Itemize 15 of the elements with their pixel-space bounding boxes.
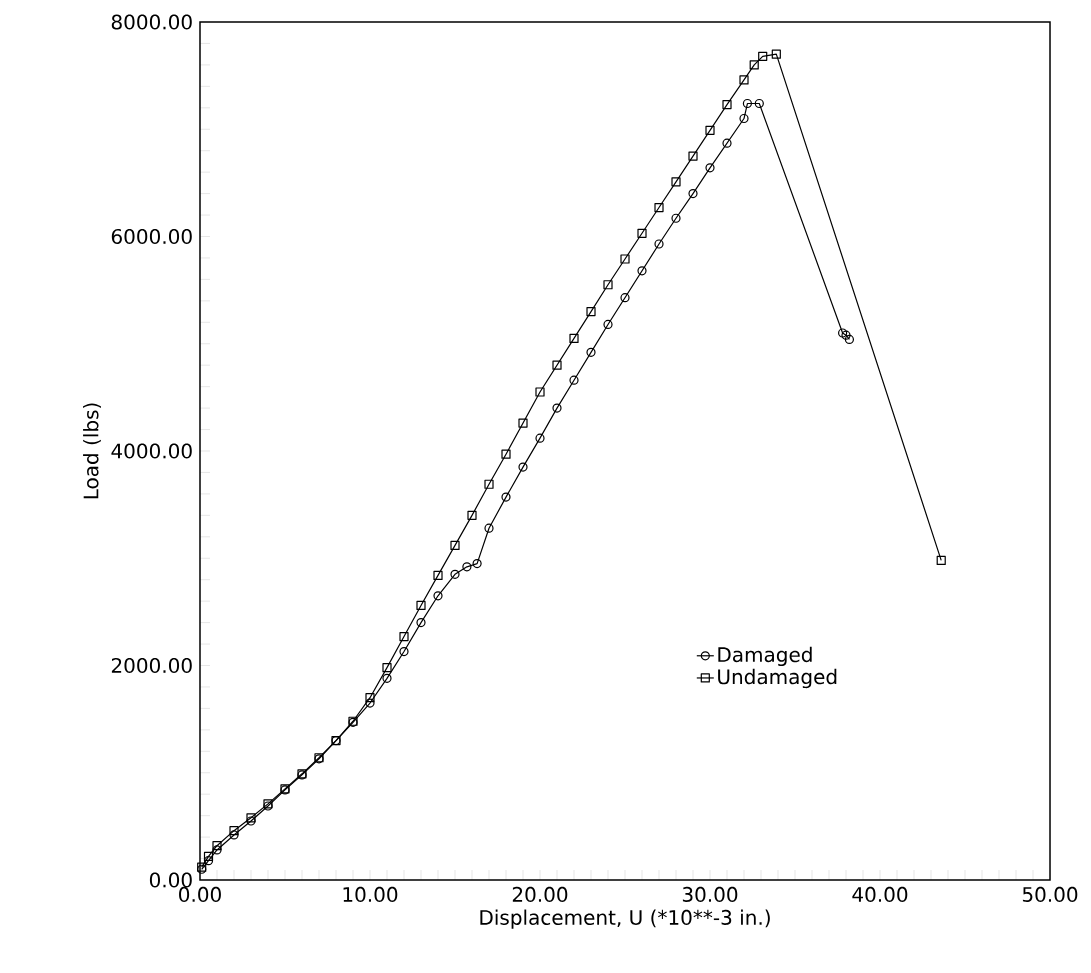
y-tick-label: 0.00 (149, 872, 192, 888)
x-tick-label: 20.00 (512, 886, 568, 902)
y-axis-title: Load (lbs) (83, 403, 101, 499)
x-tick-label: 30.00 (682, 886, 738, 902)
x-tick-label: 0.00 (179, 886, 221, 902)
y-tick-label: 2000.00 (111, 657, 192, 674)
y-tick-label: 8000.00 (111, 14, 192, 30)
legend-label: Undamaged (718, 668, 837, 689)
y-tick-label: 6000.00 (111, 228, 192, 245)
x-tick-label: 40.00 (852, 886, 908, 902)
legend-label: Damaged (718, 646, 812, 667)
x-axis-title: Displacement, U (*10**-3 in.) (480, 909, 770, 929)
x-tick-label: 10.00 (343, 886, 398, 902)
x-tick-label: 50.00 (1022, 886, 1078, 902)
y-tick-label: 4000.00 (111, 443, 192, 459)
